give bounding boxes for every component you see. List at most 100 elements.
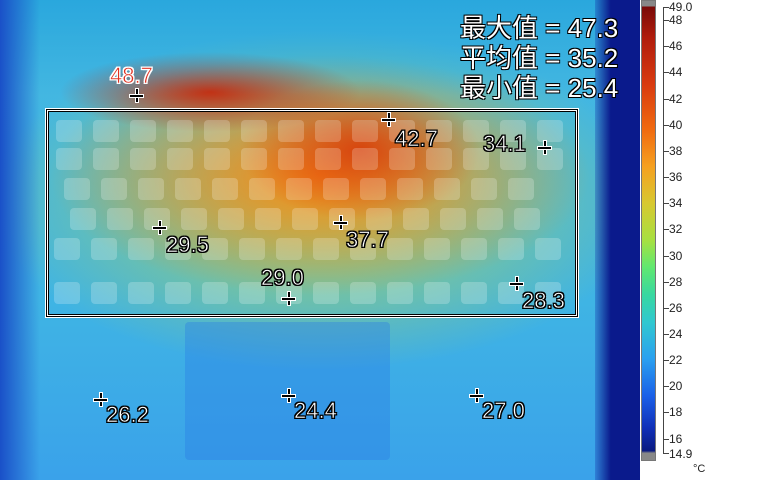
- tick-label: 18: [669, 405, 683, 419]
- key: [128, 238, 154, 260]
- color-scale-bar: [641, 0, 656, 461]
- key: [329, 208, 355, 230]
- key: [241, 148, 267, 170]
- key: [144, 208, 170, 230]
- background-region: [0, 0, 640, 95]
- crosshair-icon: [94, 393, 107, 406]
- crosshair-icon: [470, 389, 483, 402]
- touchpad: [185, 322, 390, 460]
- key: [313, 282, 339, 304]
- background-region: [0, 0, 40, 480]
- stat-value: 47.3: [567, 13, 619, 43]
- key: [204, 148, 230, 170]
- key: [91, 238, 117, 260]
- tick-label: 40: [669, 118, 683, 132]
- key: [463, 120, 489, 142]
- key: [202, 282, 228, 304]
- tick: [663, 7, 669, 8]
- key: [93, 120, 119, 142]
- tick: [663, 386, 669, 387]
- key: [498, 238, 524, 260]
- stat-value: 35.2: [567, 43, 619, 73]
- key: [204, 120, 230, 142]
- key: [426, 148, 452, 170]
- key: [167, 148, 193, 170]
- key: [426, 120, 452, 142]
- key: [389, 148, 415, 170]
- tick-label: 28: [669, 275, 683, 289]
- tick-label: 42: [669, 92, 683, 106]
- key: [350, 238, 376, 260]
- stat-label: 最大值: [460, 13, 539, 43]
- key: [352, 148, 378, 170]
- key: [276, 238, 302, 260]
- stat-label: 最小值: [460, 73, 539, 103]
- key: [397, 178, 423, 200]
- key: [130, 120, 156, 142]
- tick-label: 30: [669, 249, 683, 263]
- stat-value: 25.4: [567, 73, 619, 103]
- tick-label: 26: [669, 301, 683, 315]
- key: [323, 178, 349, 200]
- crosshair-icon: [334, 216, 347, 229]
- crosshair-icon: [382, 113, 395, 126]
- crosshair-icon: [538, 141, 551, 154]
- key: [352, 120, 378, 142]
- key: [249, 178, 275, 200]
- key: [537, 120, 563, 142]
- key: [387, 238, 413, 260]
- key: [128, 282, 154, 304]
- tick-label: 32: [669, 222, 683, 236]
- tick-label: 24: [669, 327, 683, 341]
- key: [107, 208, 133, 230]
- key: [54, 282, 80, 304]
- tick: [663, 203, 669, 204]
- tick: [663, 72, 669, 73]
- temperature-label: 29.5: [166, 232, 209, 257]
- scale-min-label: 14.9: [669, 447, 693, 461]
- key: [165, 282, 191, 304]
- key: [500, 120, 526, 142]
- measurement-area-box: [45, 108, 579, 318]
- key: [500, 148, 526, 170]
- key: [93, 148, 119, 170]
- key: [64, 178, 90, 200]
- key: [471, 178, 497, 200]
- tick: [663, 256, 669, 257]
- temperature-label: 24.4: [294, 398, 337, 423]
- key: [56, 120, 82, 142]
- key: [315, 120, 341, 142]
- key: [424, 282, 450, 304]
- crosshair-icon: [153, 221, 166, 234]
- stats-panel: 最大值 = 47.3 平均值 = 35.2 最小值 = 25.4: [460, 13, 618, 103]
- tick: [663, 125, 669, 126]
- stat-avg: 平均值 = 35.2: [460, 43, 619, 73]
- key: [461, 238, 487, 260]
- key: [255, 208, 281, 230]
- key: [138, 178, 164, 200]
- temperature-label: 29.0: [261, 265, 304, 290]
- tick: [663, 46, 669, 47]
- key: [440, 208, 466, 230]
- key: [278, 120, 304, 142]
- tick: [663, 334, 669, 335]
- key: [56, 148, 82, 170]
- key: [366, 208, 392, 230]
- key: [535, 238, 561, 260]
- tick: [663, 412, 669, 413]
- tick-label: 44: [669, 65, 683, 79]
- tick-label: 20: [669, 379, 683, 393]
- tick: [663, 360, 669, 361]
- key: [165, 238, 191, 260]
- stat-max: 最大值 = 47.3: [460, 13, 619, 43]
- stat-min: 最小值 = 25.4: [460, 73, 619, 103]
- tick-label: 38: [669, 144, 683, 158]
- temperature-label: 42.7: [395, 126, 438, 151]
- temperature-label: 37.7: [346, 227, 389, 252]
- key: [239, 238, 265, 260]
- tick: [663, 99, 669, 100]
- tick: [663, 453, 669, 454]
- key: [239, 282, 265, 304]
- background-region: [595, 0, 640, 480]
- key: [202, 238, 228, 260]
